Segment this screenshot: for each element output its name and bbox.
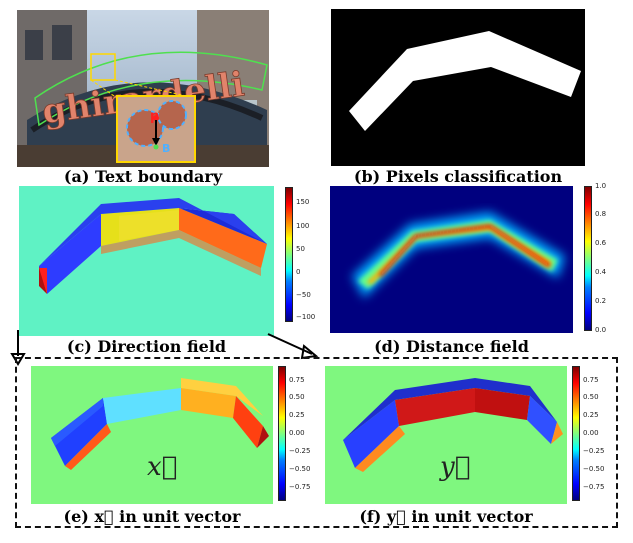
cbar-d-tick: 0.6 bbox=[595, 239, 607, 247]
cbar-d-tick: 0.2 bbox=[595, 297, 607, 305]
cbar-e-tick: −0.50 bbox=[289, 465, 311, 473]
cbar-e-tick: 0.50 bbox=[289, 393, 305, 401]
y-unit-vector-plot bbox=[325, 366, 567, 504]
vector-label-x: x⃗ bbox=[147, 452, 178, 482]
cbar-c-tick: 150 bbox=[296, 198, 310, 206]
cbar-d-tick: 1.0 bbox=[595, 182, 607, 190]
colorbar-d bbox=[584, 186, 592, 331]
cbar-e-tick: 0.00 bbox=[289, 429, 305, 437]
cbar-f-tick: −0.75 bbox=[583, 483, 605, 491]
cbar-d-tick: 0.4 bbox=[595, 268, 607, 276]
caption-f: (f) y⃗ in unit vector bbox=[359, 507, 533, 526]
caption-b: (b) Pixels classification bbox=[353, 167, 563, 186]
cbar-f-tick: −0.50 bbox=[583, 465, 605, 473]
cbar-d-tick: 0.0 bbox=[595, 326, 607, 334]
cbar-c-tick: 100 bbox=[296, 222, 310, 230]
colorbar-e bbox=[278, 366, 286, 501]
cbar-c-tick: 50 bbox=[296, 245, 305, 253]
caption-a: (a) Text boundary bbox=[63, 167, 223, 186]
boundary-b-label: B bbox=[162, 142, 170, 155]
cbar-e-tick: 0.75 bbox=[289, 376, 305, 384]
cbar-e-tick: −0.25 bbox=[289, 447, 311, 455]
caption-c: (c) Direction field bbox=[66, 337, 227, 356]
caption-d: (d) Distance field bbox=[374, 337, 529, 356]
unit-vector-group-box bbox=[15, 357, 618, 528]
x-unit-vector-plot bbox=[31, 366, 273, 504]
cbar-e-tick: 0.25 bbox=[289, 411, 305, 419]
caption-e: (e) x⃗ in unit vector bbox=[63, 507, 241, 526]
direction-field-plot bbox=[19, 186, 274, 336]
arrows bbox=[10, 330, 319, 366]
point-p-label: p bbox=[150, 109, 159, 124]
cbar-e-tick: −0.75 bbox=[289, 483, 311, 491]
cbar-c-tick: 0 bbox=[296, 268, 301, 276]
cbar-c-tick: −50 bbox=[296, 291, 311, 299]
cbar-d-tick: 0.8 bbox=[595, 210, 607, 218]
cbar-f-tick: −0.25 bbox=[583, 447, 605, 455]
colorbar-c bbox=[285, 187, 293, 322]
cbar-f-tick: 0.50 bbox=[583, 393, 599, 401]
colorbar-f bbox=[572, 366, 580, 501]
pixels-classification-mask bbox=[331, 9, 585, 166]
cbar-f-tick: 0.00 bbox=[583, 429, 599, 437]
vector-label-y: y⃗ bbox=[440, 452, 471, 482]
distance-field-plot bbox=[330, 186, 573, 333]
cbar-f-tick: 0.75 bbox=[583, 376, 599, 384]
cbar-c-tick: −100 bbox=[296, 313, 316, 321]
text-boundary-photo: ghirardelli p B bbox=[17, 10, 269, 167]
cbar-f-tick: 0.25 bbox=[583, 411, 599, 419]
